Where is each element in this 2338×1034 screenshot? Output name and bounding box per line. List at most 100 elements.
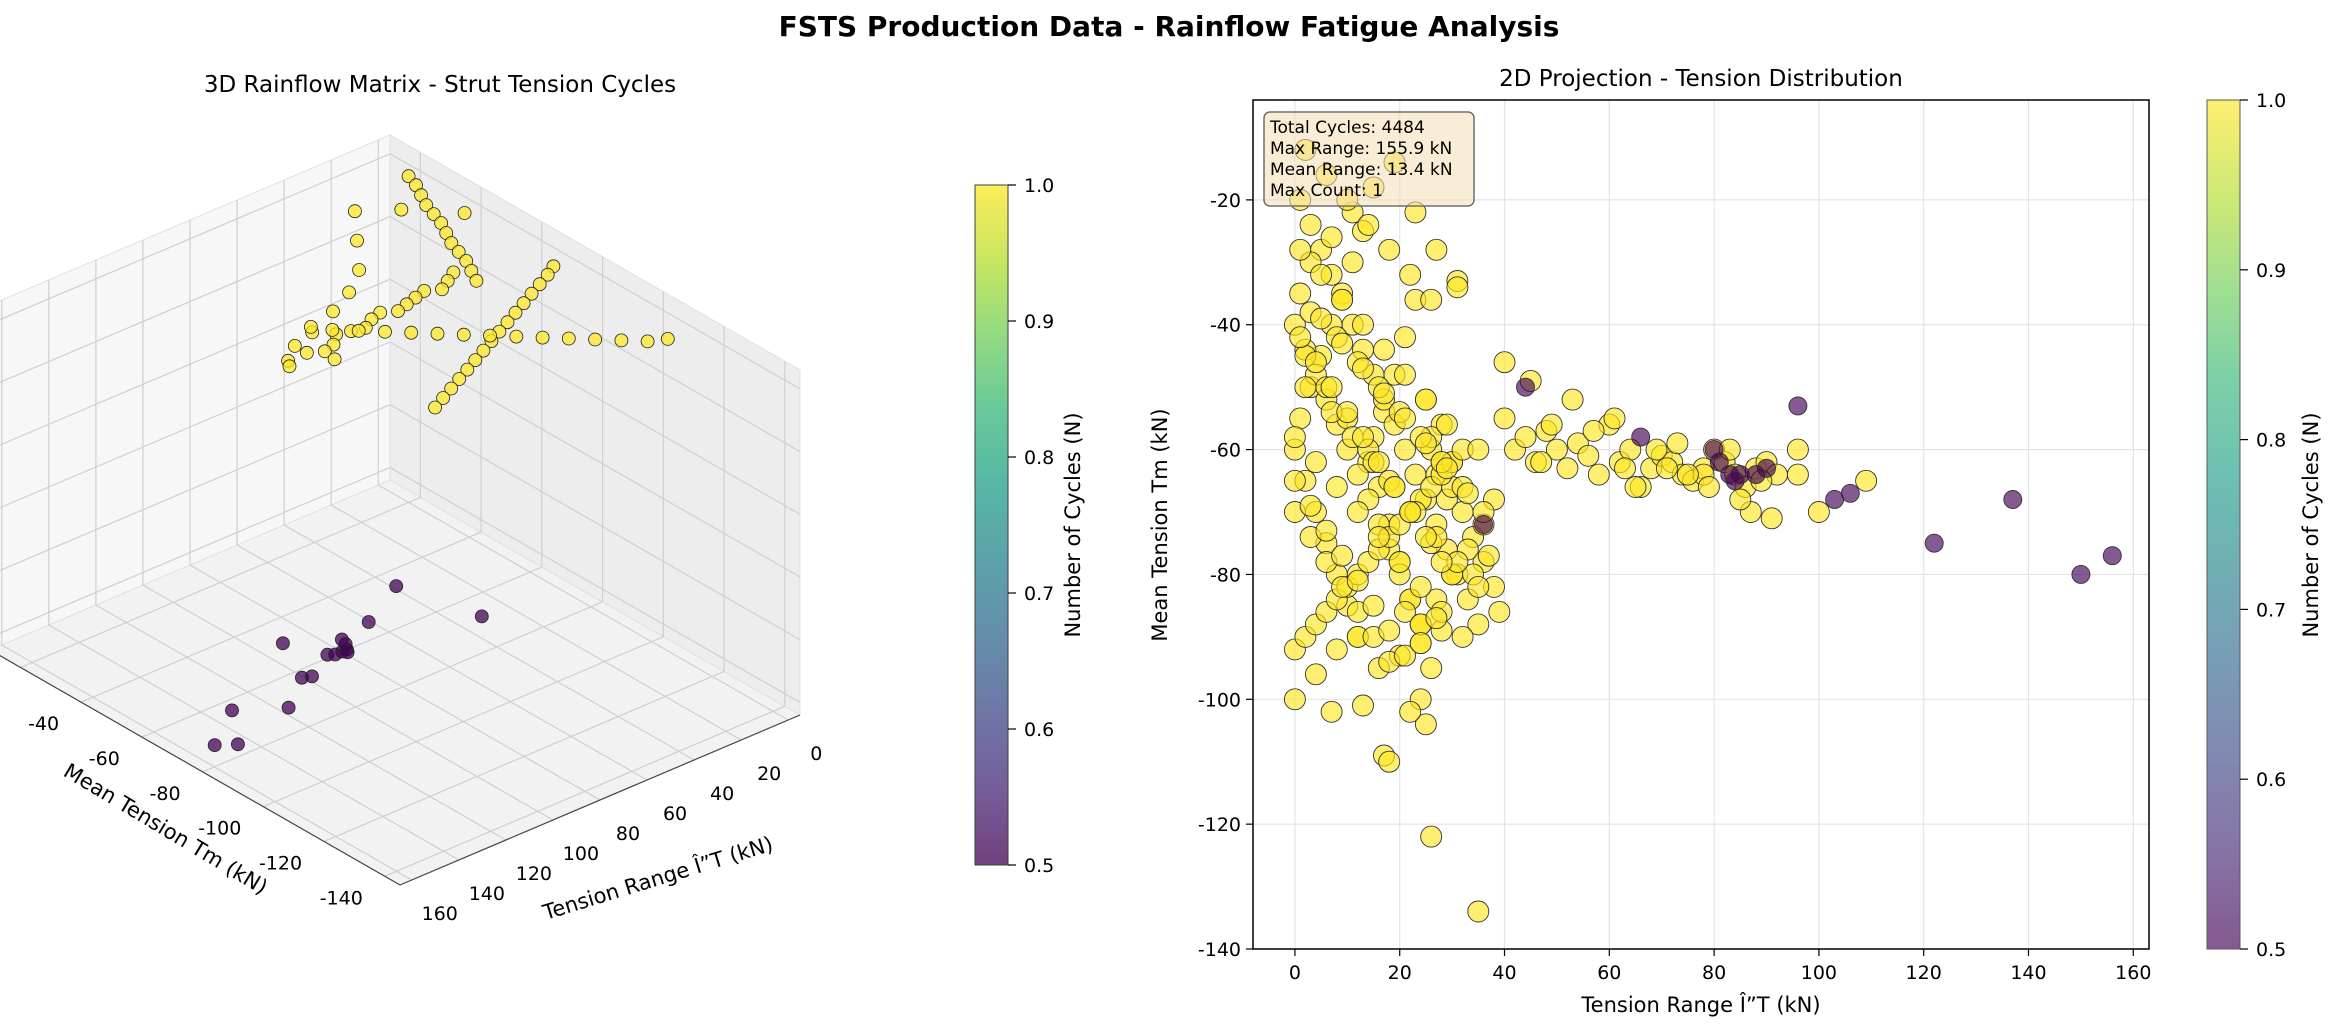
2d-data-point [1645,438,1668,461]
3d-side-pane [389,134,801,716]
3d-data-point [532,277,547,292]
2d-data-point [1430,551,1453,573]
2d-data-point [1304,351,1327,374]
2d-data-point [1409,575,1432,598]
3d-z-gridline [0,404,801,641]
2d-x-tick-label: 20 [1388,962,1412,984]
3d-data-point [389,579,404,593]
2d-y-axis-label: Mean Tension Tm (kN) [1148,408,1172,641]
2d-x-tick-label: 80 [1702,962,1726,984]
2d-data-point [1577,444,1600,467]
2d-data-point [1373,338,1395,361]
2d-data-point [1394,407,1416,430]
2d-data-point [1320,226,1343,249]
2d-data-point [1729,488,1752,511]
stats-total-cycles: Total Cycles: 4484 [1269,118,1425,138]
2d-data-point [1304,663,1327,686]
3d-z-gridline [0,153,801,390]
3d-data-point [452,372,467,386]
3d-tick-labels: 0 20 40 60 80 100 120 140 160 -140 -120 -100 -80 -60 -… [28,713,822,925]
2d-y-tick-label: -100 [1198,689,1241,711]
2d-data-point [1467,900,1490,923]
3d-data-point [436,391,451,405]
2d-data-point [1294,376,1317,399]
3d-data-point [225,703,239,718]
2d-data-point [1394,363,1416,386]
2d-data-point [2003,490,2023,509]
2d-data-point [1289,238,1312,261]
2d-x-tick-label: 40 [1492,962,1516,984]
2d-data-point [1614,457,1636,480]
3d-data-point [540,267,555,282]
2d-data-point [1299,494,1322,517]
2d-data-point [1676,463,1699,486]
2d-data-point [1283,469,1306,492]
3d-data-point [287,338,302,353]
colorbar-3d-tick-label: 0.5 [1024,855,1054,877]
panel-3d-title: 3D Rainflow Matrix - Strut Tension Cycle… [204,72,676,98]
2d-data-point [1855,469,1878,492]
3d-x-tick-label: 20 [757,763,781,785]
2d-data-point [1435,457,1458,480]
3d-data-point [468,353,483,368]
2d-x-tick-label: 0 [1289,962,1301,984]
2d-data-point [1362,594,1385,617]
2d-data-point [1320,700,1343,723]
2d-data-point [1394,600,1416,623]
2d-data-point [1488,600,1511,623]
2d-data-point [1388,551,1411,573]
2d-data-point [1404,463,1427,486]
2d-x-tick-label: 60 [1597,962,1621,984]
2d-data-point [1289,326,1312,349]
2d-data-point [1451,625,1474,648]
2d-data-point [1325,476,1348,498]
3d-y-gridline [263,291,664,808]
3d-y-gridline [80,187,482,703]
3d-data-point [640,334,655,349]
colorbar-3d-gradient [974,184,1009,866]
colorbar-3d: 0.5 0.6 0.7 0.8 0.9 1.0 Number of Cycles (N) [974,175,1085,877]
2d-data-point [1655,457,1678,480]
3d-y-tick-label: -140 [320,887,363,909]
2d-data-point [1725,471,1745,491]
3d-y-tick-label: -40 [28,713,59,735]
2d-data-point [1414,526,1437,548]
2d-data-point [1341,251,1364,274]
2d-data-point [1697,476,1720,498]
3d-x-tick-label: 60 [663,803,687,825]
2d-data-point [1336,401,1359,424]
3d-data-point [430,326,445,341]
colorbar-2d-tick-label: 0.5 [2256,939,2286,961]
2d-data-point [1399,263,1422,286]
2d-data-point [1331,332,1354,355]
3d-y-tick-label: -120 [259,852,302,874]
2d-data-point [1414,713,1437,736]
2d-x-axis-label: Tension Range Î”T (kN) [1580,992,1820,1017]
2d-data-point [1924,533,1944,553]
2d-data-point [1467,438,1490,461]
2d-data-point [1666,432,1689,455]
2d-data-point [1283,426,1306,449]
2d-data-point [1378,750,1401,773]
stats-max-range: Max Range: 155.9 kN [1270,139,1452,159]
3d-data-point [444,236,459,250]
3d-data-point [456,327,471,342]
stats-mean-range: Mean Range: 13.4 kN [1270,160,1453,180]
2d-data-point [1825,490,1845,509]
3d-data-point [351,323,366,338]
3d-data-point [509,329,524,344]
2d-data-point [1352,694,1374,717]
3d-data-point [474,609,489,624]
2d-data-point [1289,407,1312,430]
3d-data-point [483,328,497,343]
3d-data-point [660,331,675,346]
2d-y-tick-label: -80 [1210,564,1241,586]
3d-data-point [326,304,340,319]
2d-data-point [1456,482,1479,505]
3d-scatter-points [207,169,675,752]
2d-y-tick-label: -20 [1210,190,1241,212]
2d-data-point [1514,426,1537,449]
3d-panes [0,134,802,886]
3d-data-point [342,285,357,300]
2d-data-point [1807,501,1830,523]
